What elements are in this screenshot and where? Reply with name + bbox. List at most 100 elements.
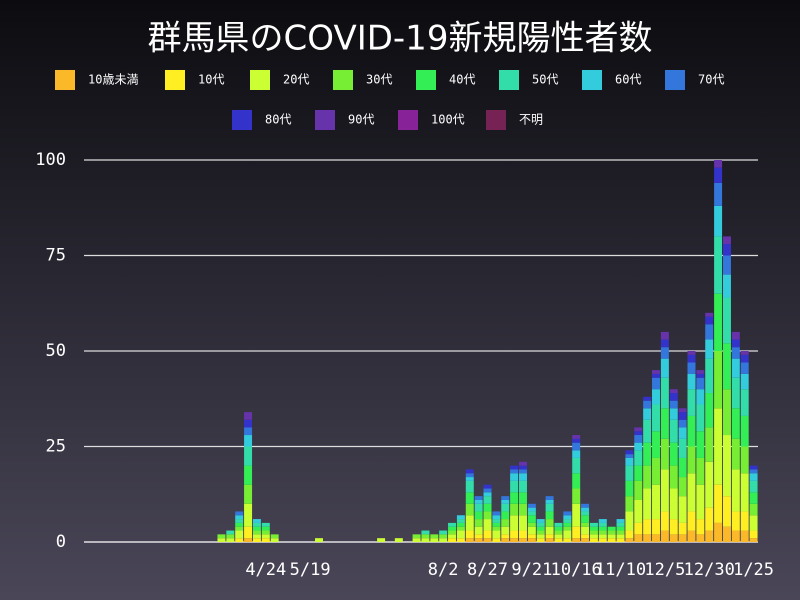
bar-segment (678, 438, 687, 458)
bar-segment (731, 511, 740, 531)
bar-segment (634, 442, 643, 451)
bar-segment (518, 461, 527, 466)
bar-segment (563, 530, 572, 539)
bar-segment (483, 538, 492, 542)
bar-segment (634, 427, 643, 432)
legend-label: 100代 (431, 113, 465, 127)
bar-segment (652, 404, 661, 432)
bar-segment (643, 408, 652, 420)
bar-segment (722, 389, 731, 436)
bar-segment (581, 515, 590, 523)
bar-segment (536, 534, 545, 539)
bar-segment (261, 526, 270, 531)
bar-segment (598, 530, 607, 535)
bar-segment (722, 236, 731, 245)
bar-segment (465, 538, 474, 542)
legend-label: 10代 (198, 73, 224, 87)
bar-segment (474, 519, 483, 527)
bar-segment (598, 534, 607, 539)
bar-segment (669, 419, 678, 443)
bar-segment (589, 526, 598, 531)
bar-segment (518, 538, 527, 542)
bar-segment (483, 530, 492, 539)
bar-segment (527, 503, 536, 508)
bar-segment (643, 519, 652, 535)
bar-segment (669, 534, 678, 542)
bar-segment (669, 400, 678, 409)
bar-segment (687, 362, 696, 374)
bar-segment (252, 538, 261, 542)
bar-segment (749, 473, 758, 481)
bar-segment (518, 480, 527, 493)
bar-segment (652, 377, 661, 390)
bar-segment (660, 358, 669, 378)
bar-segment (456, 538, 465, 542)
bar-segment (315, 538, 324, 542)
bar-segment (527, 526, 536, 535)
x-tick-label: 1/25 (733, 560, 774, 580)
bar-segment (501, 496, 510, 500)
bar-segment (687, 473, 696, 512)
bar-segment (643, 400, 652, 409)
bar-segment (660, 530, 669, 542)
bar-segment (554, 530, 563, 535)
bar-segment (589, 530, 598, 535)
legend-label: 20代 (283, 73, 309, 87)
bar-segment (545, 511, 554, 520)
bar-segment (643, 442, 652, 466)
bar-segment (687, 389, 696, 416)
bar-segment (678, 408, 687, 413)
bar-segment (244, 526, 253, 539)
bar-segment (669, 465, 678, 489)
bar-segment (634, 435, 643, 443)
bar-segment (226, 538, 235, 542)
bar-segment (235, 515, 244, 520)
bar-segment (598, 538, 607, 542)
bar-segment (607, 530, 616, 535)
bar-segment (501, 526, 510, 535)
legend-swatch (499, 70, 519, 90)
x-tick-label: 9/21 (511, 560, 552, 580)
bar-segment (412, 534, 421, 539)
y-tick-label: 100 (35, 150, 66, 170)
bar-segment (634, 499, 643, 523)
bar-segment (474, 538, 483, 542)
bar-segment (749, 480, 758, 493)
bar-segment (492, 519, 501, 523)
bar-segment (687, 351, 696, 355)
legend-label: 90代 (348, 113, 374, 127)
bar-segment (722, 526, 731, 542)
bar-segment (731, 339, 740, 348)
bar-segment (652, 370, 661, 374)
bar-segment (722, 496, 731, 527)
bar-segment (510, 503, 519, 516)
bar-segment (749, 515, 758, 531)
bar-segment (252, 519, 261, 523)
bar-segment (483, 519, 492, 531)
y-tick-label: 50 (46, 341, 66, 361)
bar-segment (607, 526, 616, 531)
bar-segment (714, 167, 723, 183)
bar-segment (474, 526, 483, 535)
bar-segment (483, 503, 492, 512)
bar-segment (465, 469, 474, 474)
bar-segment (705, 312, 714, 317)
bar-segment (625, 457, 634, 466)
bar-segment (456, 526, 465, 531)
bar-segment (616, 538, 625, 542)
bar-segment (492, 538, 501, 542)
bar-segment (554, 534, 563, 539)
bar-segment (687, 354, 696, 363)
bar-segment (483, 488, 492, 493)
x-tick-label: 11/10 (595, 560, 646, 580)
bar-segment (527, 534, 536, 539)
bar-segment (652, 519, 661, 535)
bar-segment (492, 530, 501, 539)
bar-segment (660, 408, 669, 439)
bar-segment (607, 538, 616, 542)
bar-segment (714, 484, 723, 523)
bar-segment (616, 534, 625, 539)
bar-segment (501, 503, 510, 512)
bar-segment (563, 522, 572, 527)
bar-segment (244, 419, 253, 428)
